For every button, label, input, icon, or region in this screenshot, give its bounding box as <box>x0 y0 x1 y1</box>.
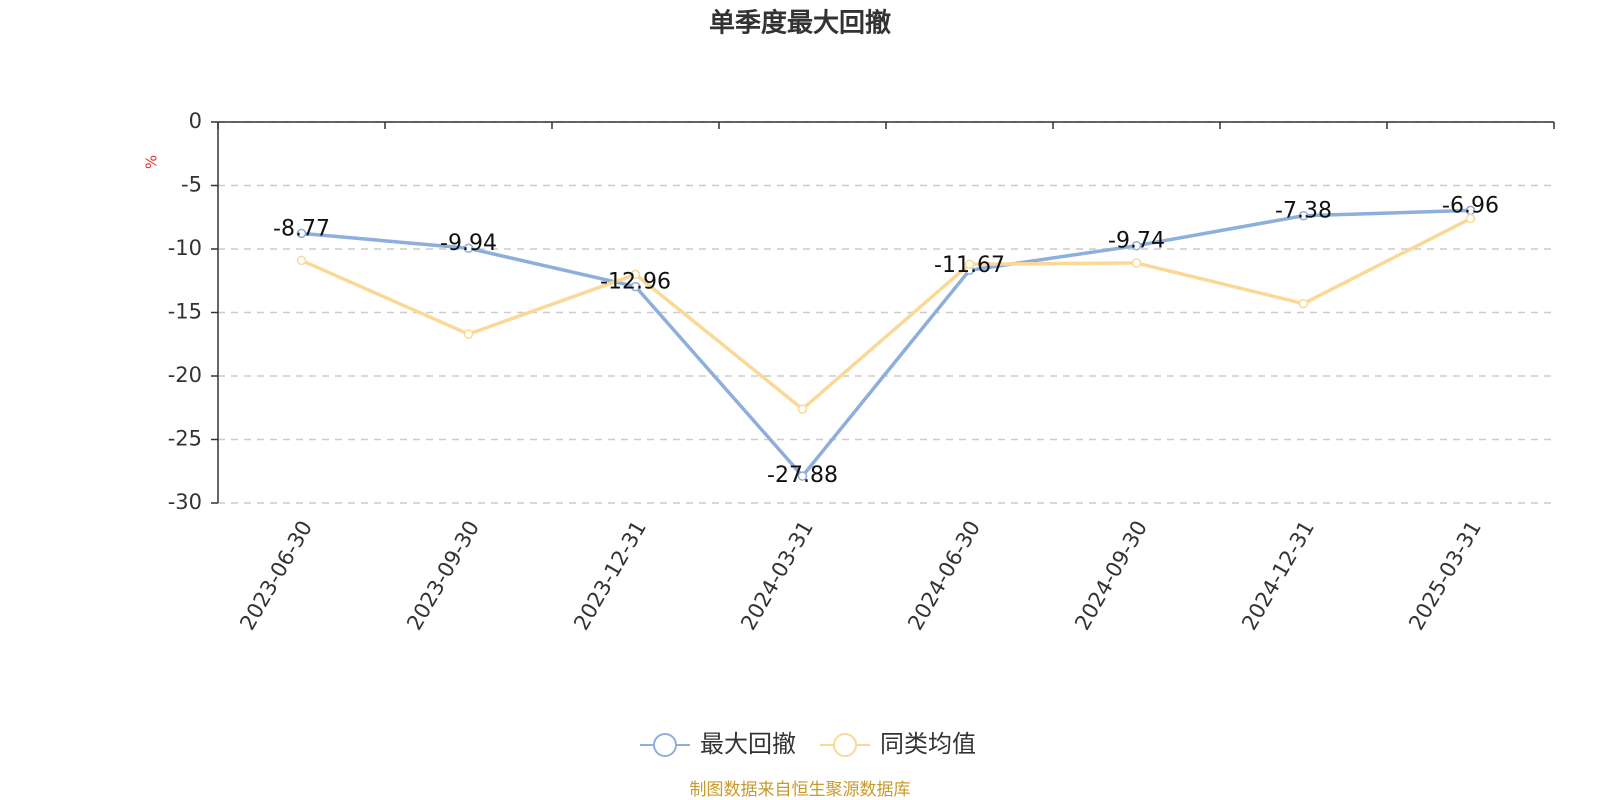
value-label: -6.96 <box>1442 193 1499 218</box>
value-label: -9.94 <box>440 231 497 256</box>
series-line <box>300 216 1472 412</box>
x-tick-label: 2024-12-31 <box>1237 517 1319 635</box>
legend-label: 最大回撤 <box>700 730 796 758</box>
legend-marker <box>653 733 677 757</box>
series-line <box>301 208 1471 479</box>
x-tick-label: 2024-06-30 <box>903 517 985 635</box>
data-point <box>296 255 307 266</box>
data-point <box>296 228 307 239</box>
x-tick-label: 2024-09-30 <box>1070 517 1152 635</box>
y-tick-label: -15 <box>168 300 202 324</box>
data-point <box>1298 210 1309 221</box>
data-point <box>1131 258 1142 268</box>
legend-label: 同类均值 <box>880 730 976 758</box>
data-point <box>1465 213 1476 224</box>
value-label: -12.96 <box>600 270 671 295</box>
x-tick-label: 2023-06-30 <box>235 517 317 635</box>
value-label: -27.88 <box>767 463 838 488</box>
x-tick-label: 2024-03-31 <box>736 517 818 635</box>
y-tick-label: -20 <box>168 363 202 387</box>
value-label: -8.77 <box>273 216 330 241</box>
y-tick-label: -25 <box>168 427 202 451</box>
x-tick-label: 2025-03-31 <box>1404 517 1486 635</box>
data-point <box>797 404 808 414</box>
chart-title: 单季度最大回撤 <box>709 8 891 39</box>
y-tick-label: -30 <box>168 490 202 514</box>
y-axis-label: % <box>143 155 161 169</box>
x-tick-label: 2023-12-31 <box>569 517 651 635</box>
data-point <box>1298 298 1309 309</box>
value-label: -9.74 <box>1108 229 1165 254</box>
y-tick-label: -5 <box>181 173 202 197</box>
data-point <box>1131 240 1142 251</box>
y-tick-label: -10 <box>168 236 202 260</box>
value-label: -7.38 <box>1275 199 1332 224</box>
data-point <box>463 243 474 253</box>
source-note: 制图数据来自恒生聚源数据库 <box>690 780 911 800</box>
legend-marker <box>833 733 857 757</box>
data-point <box>463 329 474 339</box>
data-point <box>630 281 641 292</box>
value-label: -11.67 <box>934 253 1005 278</box>
data-point <box>797 471 808 481</box>
data-point <box>964 259 975 269</box>
x-tick-label: 2023-09-30 <box>402 517 484 635</box>
data-point <box>630 269 641 280</box>
y-tick-label: 0 <box>189 109 202 133</box>
